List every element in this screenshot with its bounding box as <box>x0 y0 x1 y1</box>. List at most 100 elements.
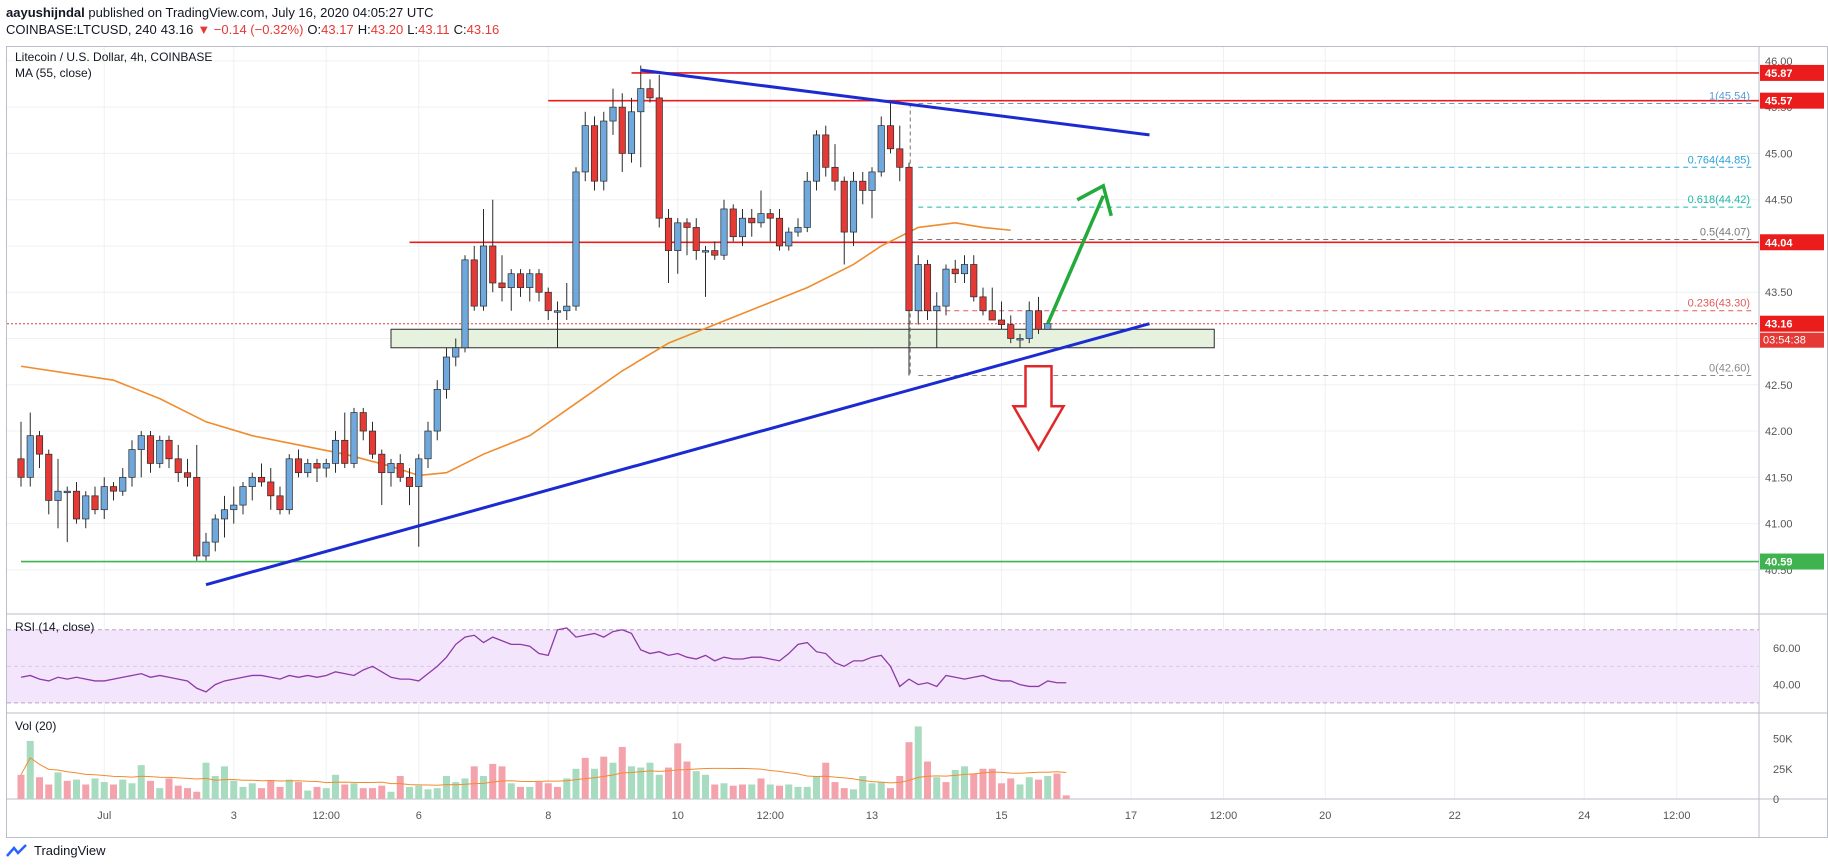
volume-bar <box>119 779 127 799</box>
volume-bar <box>295 782 302 799</box>
price-tag <box>1760 234 1824 251</box>
volume-bar <box>942 782 950 799</box>
volume-tick-label: 0 <box>1773 794 1779 806</box>
volume-title: Vol (20) <box>15 719 56 733</box>
candle <box>63 490 71 494</box>
low-value: 43.11 <box>418 22 450 37</box>
volume-bar <box>26 740 34 799</box>
rsi-tick-label: 40.00 <box>1773 680 1801 692</box>
candle <box>812 134 821 182</box>
ma-55-line <box>20 222 1011 477</box>
volume-bar <box>202 762 210 799</box>
candle <box>970 264 978 298</box>
tradingview-logo-icon <box>6 843 27 857</box>
candle <box>498 282 506 288</box>
time-tick-label: 10 <box>672 810 684 822</box>
volume-bar <box>655 774 663 799</box>
volume-bar <box>637 767 645 799</box>
time-tick-label: 6 <box>416 810 422 822</box>
volume-bar <box>63 780 71 799</box>
volume-bar <box>258 788 265 799</box>
open-value: 43.17 <box>321 22 354 37</box>
volume-bar <box>147 780 154 799</box>
price-tick-label: 46.00 <box>1765 56 1793 68</box>
time-tick-label: 24 <box>1578 810 1590 822</box>
candle <box>211 518 219 543</box>
high-value: 43.20 <box>370 22 404 37</box>
candle <box>137 435 145 450</box>
candle <box>868 171 876 191</box>
volume-bar <box>387 791 395 799</box>
candle <box>859 180 867 191</box>
time-tick-label: Jul <box>97 810 111 822</box>
candle <box>766 213 774 219</box>
candle <box>544 291 552 312</box>
volume-bar <box>776 785 783 799</box>
volume-bar <box>1025 777 1033 799</box>
candle <box>905 166 913 312</box>
candle <box>442 356 451 390</box>
volume-bar <box>313 786 321 799</box>
volume-bar <box>840 788 848 799</box>
candle <box>692 227 700 251</box>
volume-bar <box>1053 773 1061 799</box>
author-name[interactable]: aayushijndal <box>6 5 85 20</box>
volume-bar <box>322 788 330 799</box>
candle <box>146 435 155 464</box>
candle <box>331 439 340 464</box>
candle <box>618 106 626 154</box>
time-tick-label: 15 <box>995 810 1007 822</box>
candle <box>368 430 377 455</box>
candle <box>960 264 969 275</box>
volume-bar <box>692 771 700 799</box>
volume-bar <box>591 768 598 799</box>
candle <box>664 217 673 251</box>
candle <box>1007 324 1015 339</box>
volume-bar <box>341 784 349 799</box>
volume-bar <box>850 789 857 799</box>
volume-ma-line <box>20 757 1067 786</box>
time-tick-label: 12:00 <box>1210 810 1238 822</box>
candle <box>17 458 25 478</box>
trendline <box>640 68 1150 137</box>
candle <box>165 439 173 460</box>
candle <box>849 180 858 233</box>
candle <box>174 458 182 474</box>
volume-bar <box>73 779 80 799</box>
candle <box>341 439 349 464</box>
price-tag-label: 45.87 <box>1765 68 1793 80</box>
candle <box>923 264 932 312</box>
fib-level-label: 0.236(43.30) <box>1688 298 1750 310</box>
volume-tick-label: 25K <box>1773 764 1793 776</box>
volume-bar <box>369 788 376 799</box>
candle <box>470 259 478 307</box>
volume-bar <box>267 780 275 799</box>
candle <box>997 319 1006 325</box>
candle <box>738 217 747 238</box>
volume-bar <box>174 785 182 799</box>
volume-bar <box>785 784 793 799</box>
high-label: H: <box>357 22 371 37</box>
candle <box>627 111 636 154</box>
candle <box>91 495 99 511</box>
candle <box>748 217 756 224</box>
candle <box>100 486 108 511</box>
volume-bar <box>452 782 460 799</box>
volume-bar <box>674 743 682 799</box>
volume-bar <box>443 776 450 799</box>
candle <box>26 435 34 478</box>
time-tick-label: 8 <box>545 810 551 822</box>
volume-bar <box>193 791 201 799</box>
volume-bar <box>230 780 238 799</box>
chart-canvas[interactable]: 1(45.54) 0.764(44.85) 0.618(44.42) 0.5(44.0… <box>7 47 1827 837</box>
volume-bar <box>350 783 358 799</box>
volume-bar <box>646 762 654 799</box>
candle <box>729 208 737 238</box>
candle <box>886 125 895 150</box>
candle <box>600 120 608 182</box>
chart-frame: 1(45.54) 0.764(44.85) 0.618(44.42) 0.5(44.0… <box>6 46 1828 838</box>
candle <box>156 439 164 464</box>
brand-name[interactable]: TradingView <box>34 843 106 858</box>
volume-bar <box>137 765 145 799</box>
time-tick-label: 3 <box>231 810 237 822</box>
